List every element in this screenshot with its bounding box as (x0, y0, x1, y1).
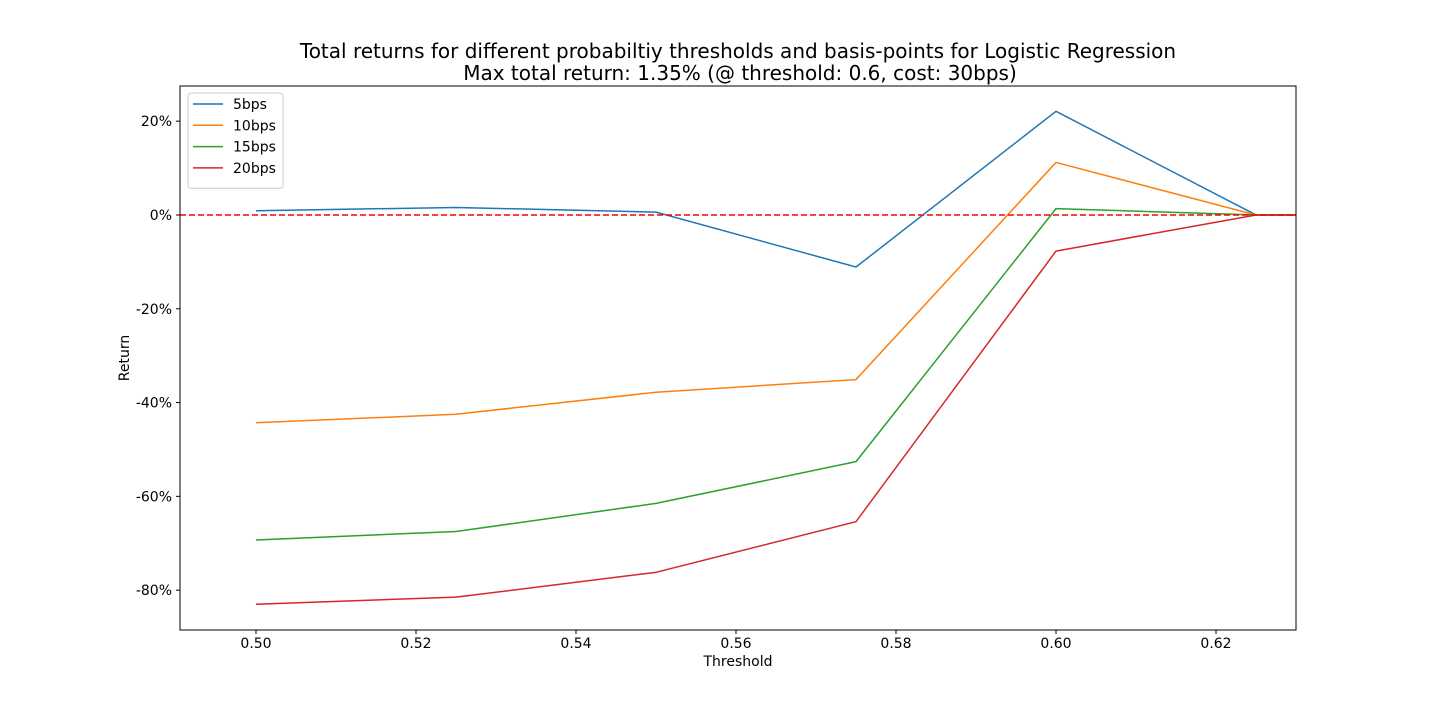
x-tick-label: 0.52 (400, 636, 431, 652)
legend-label-5bps: 5bps (233, 97, 267, 113)
x-tick-label: 0.58 (880, 636, 911, 652)
series-layer (255, 110, 1296, 605)
y-tick-label: 20% (141, 114, 172, 130)
y-axis: 20% 0% -20% -40% -60% -80% (136, 114, 180, 599)
y-tick-label: -60% (136, 489, 172, 505)
y-tick-label: -20% (136, 302, 172, 318)
series-line-5bps (255, 110, 1296, 268)
series-line-10bps (255, 161, 1296, 424)
x-tick-label: 0.62 (1200, 636, 1231, 652)
series-line-20bps (255, 214, 1296, 605)
legend: 5bps 10bps 15bps 20bps (187, 92, 284, 189)
y-tick-label: 0% (150, 208, 172, 224)
x-tick-label: 0.60 (1040, 636, 1071, 652)
x-tick-label: 0.54 (560, 636, 591, 652)
chart-title: Total returns for different probabiltiy … (299, 39, 1176, 63)
x-axis: 0.50 0.52 0.54 0.56 0.58 0.60 0.62 (240, 630, 1232, 652)
x-tick-label: 0.50 (240, 636, 271, 652)
series-line-15bps (255, 207, 1296, 541)
x-tick-label: 0.56 (720, 636, 751, 652)
y-axis-label: Return (117, 335, 133, 381)
x-axis-label: Threshold (703, 654, 773, 670)
y-tick-label: -40% (136, 396, 172, 412)
legend-label-10bps: 10bps (233, 118, 276, 134)
plot-area (179, 85, 1297, 631)
legend-label-15bps: 15bps (233, 140, 276, 156)
y-tick-label: -80% (136, 583, 172, 599)
legend-box (187, 92, 284, 189)
legend-label-20bps: 20bps (233, 161, 276, 177)
chart-subtitle: Max total return: 1.35% (@ threshold: 0.… (463, 61, 1017, 85)
